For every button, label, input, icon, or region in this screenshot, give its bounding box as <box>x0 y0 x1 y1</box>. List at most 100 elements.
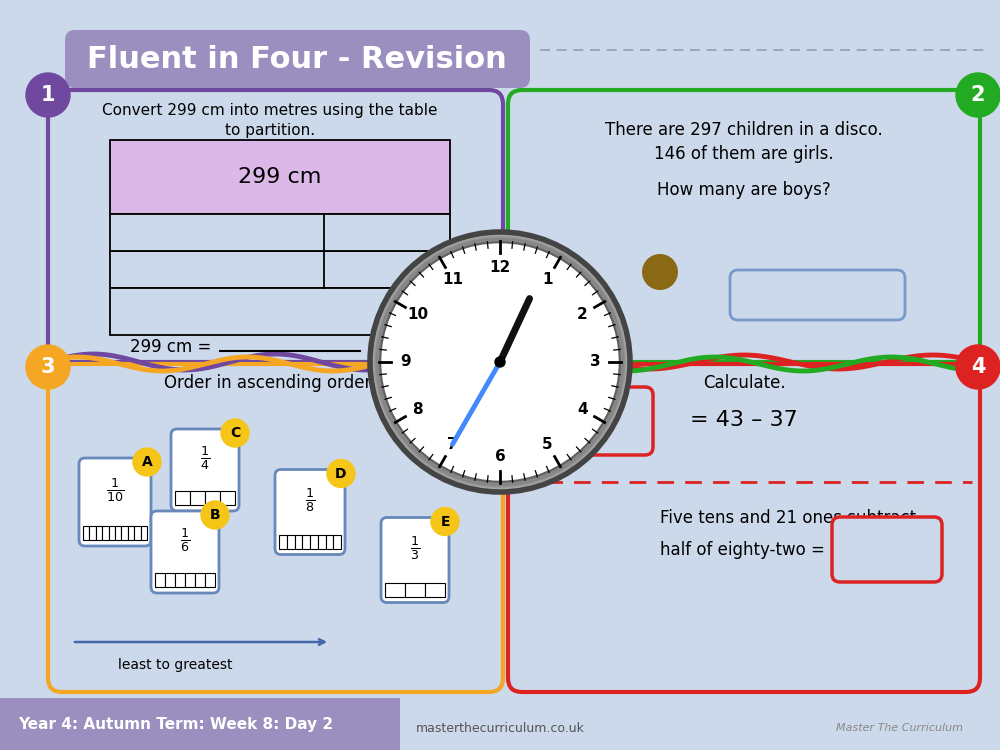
FancyBboxPatch shape <box>89 526 96 540</box>
Text: Calculate.: Calculate. <box>703 374 785 392</box>
Text: to partition.: to partition. <box>225 122 315 137</box>
Text: 299 cm =: 299 cm = <box>130 338 217 356</box>
FancyBboxPatch shape <box>548 387 653 455</box>
Circle shape <box>374 236 626 488</box>
FancyBboxPatch shape <box>110 251 450 288</box>
Text: 299 cm: 299 cm <box>238 167 322 187</box>
FancyBboxPatch shape <box>275 470 345 554</box>
Text: 4: 4 <box>577 402 587 417</box>
Circle shape <box>373 235 627 489</box>
Text: D: D <box>335 466 347 481</box>
Text: 9: 9 <box>400 355 410 370</box>
Text: $\frac{1}{3}$: $\frac{1}{3}$ <box>410 534 420 562</box>
Circle shape <box>379 241 621 483</box>
FancyBboxPatch shape <box>508 90 980 362</box>
Circle shape <box>375 237 625 487</box>
Text: 2: 2 <box>577 307 588 322</box>
Circle shape <box>221 419 249 447</box>
Text: B: B <box>210 508 220 522</box>
FancyBboxPatch shape <box>110 214 450 251</box>
FancyBboxPatch shape <box>220 491 235 505</box>
FancyBboxPatch shape <box>0 698 400 750</box>
FancyBboxPatch shape <box>508 364 980 692</box>
FancyBboxPatch shape <box>175 491 190 505</box>
Text: 10: 10 <box>407 307 428 322</box>
FancyBboxPatch shape <box>302 535 310 548</box>
FancyBboxPatch shape <box>141 526 147 540</box>
FancyBboxPatch shape <box>333 535 341 548</box>
Text: 12: 12 <box>489 260 511 274</box>
Circle shape <box>382 244 618 480</box>
FancyBboxPatch shape <box>171 429 239 511</box>
Text: E: E <box>440 514 450 529</box>
Text: Convert 299 cm into metres using the table: Convert 299 cm into metres using the tab… <box>102 103 438 118</box>
Text: Master The Curriculum: Master The Curriculum <box>836 723 964 733</box>
FancyBboxPatch shape <box>832 517 942 582</box>
Circle shape <box>370 232 630 492</box>
FancyBboxPatch shape <box>155 573 165 587</box>
Circle shape <box>376 238 624 486</box>
Circle shape <box>956 73 1000 117</box>
Text: $\frac{1}{6}$: $\frac{1}{6}$ <box>180 526 190 554</box>
FancyBboxPatch shape <box>128 526 134 540</box>
FancyBboxPatch shape <box>175 573 185 587</box>
Text: 4: 4 <box>971 357 985 377</box>
Circle shape <box>133 448 161 476</box>
Circle shape <box>956 345 1000 389</box>
FancyBboxPatch shape <box>109 526 115 540</box>
Text: Fluent in Four - Revision: Fluent in Four - Revision <box>87 44 507 74</box>
FancyBboxPatch shape <box>205 573 215 587</box>
Circle shape <box>201 501 229 529</box>
FancyBboxPatch shape <box>279 535 287 548</box>
Circle shape <box>381 243 619 481</box>
FancyBboxPatch shape <box>205 491 220 505</box>
Text: 1: 1 <box>542 272 553 287</box>
FancyBboxPatch shape <box>185 573 195 587</box>
FancyBboxPatch shape <box>151 511 219 593</box>
FancyBboxPatch shape <box>190 491 205 505</box>
Text: A: A <box>142 455 152 469</box>
Circle shape <box>495 357 505 367</box>
Circle shape <box>380 242 620 482</box>
FancyBboxPatch shape <box>318 535 326 548</box>
Circle shape <box>431 508 459 536</box>
Circle shape <box>642 254 678 290</box>
Text: half of eighty-two =: half of eighty-two = <box>660 541 825 559</box>
Text: 1: 1 <box>41 85 55 105</box>
Text: There are 297 children in a disco.: There are 297 children in a disco. <box>605 121 883 139</box>
FancyBboxPatch shape <box>96 526 102 540</box>
FancyBboxPatch shape <box>102 526 109 540</box>
FancyBboxPatch shape <box>79 458 151 546</box>
Circle shape <box>26 73 70 117</box>
FancyBboxPatch shape <box>121 526 128 540</box>
FancyBboxPatch shape <box>405 583 425 596</box>
FancyBboxPatch shape <box>115 526 121 540</box>
Text: masterthecurriculum.co.uk: masterthecurriculum.co.uk <box>416 722 584 734</box>
FancyBboxPatch shape <box>110 140 450 214</box>
Text: Five tens and 21 ones subtract: Five tens and 21 ones subtract <box>660 509 916 527</box>
Text: Order in ascending order.: Order in ascending order. <box>164 374 376 392</box>
FancyBboxPatch shape <box>195 573 205 587</box>
FancyBboxPatch shape <box>326 535 333 548</box>
Text: 8: 8 <box>413 402 423 417</box>
Text: least to greatest: least to greatest <box>118 658 232 672</box>
Text: 2: 2 <box>971 85 985 105</box>
Text: 146 of them are girls.: 146 of them are girls. <box>654 145 834 163</box>
FancyBboxPatch shape <box>294 535 302 548</box>
FancyBboxPatch shape <box>48 364 503 692</box>
FancyBboxPatch shape <box>381 518 449 602</box>
FancyBboxPatch shape <box>165 573 175 587</box>
Text: $\frac{1}{4}$: $\frac{1}{4}$ <box>200 444 210 472</box>
FancyBboxPatch shape <box>310 535 318 548</box>
Text: $\frac{1}{8}$: $\frac{1}{8}$ <box>305 486 315 514</box>
Circle shape <box>371 233 629 491</box>
Text: 5: 5 <box>542 436 553 451</box>
Text: = 43 – 37: = 43 – 37 <box>690 410 798 430</box>
FancyBboxPatch shape <box>110 288 450 335</box>
Text: How many are boys?: How many are boys? <box>657 181 831 199</box>
Circle shape <box>26 345 70 389</box>
Circle shape <box>378 240 622 484</box>
Text: $\frac{1}{10}$: $\frac{1}{10}$ <box>106 476 124 504</box>
Text: 6: 6 <box>495 449 505 464</box>
Text: 3: 3 <box>590 355 600 370</box>
